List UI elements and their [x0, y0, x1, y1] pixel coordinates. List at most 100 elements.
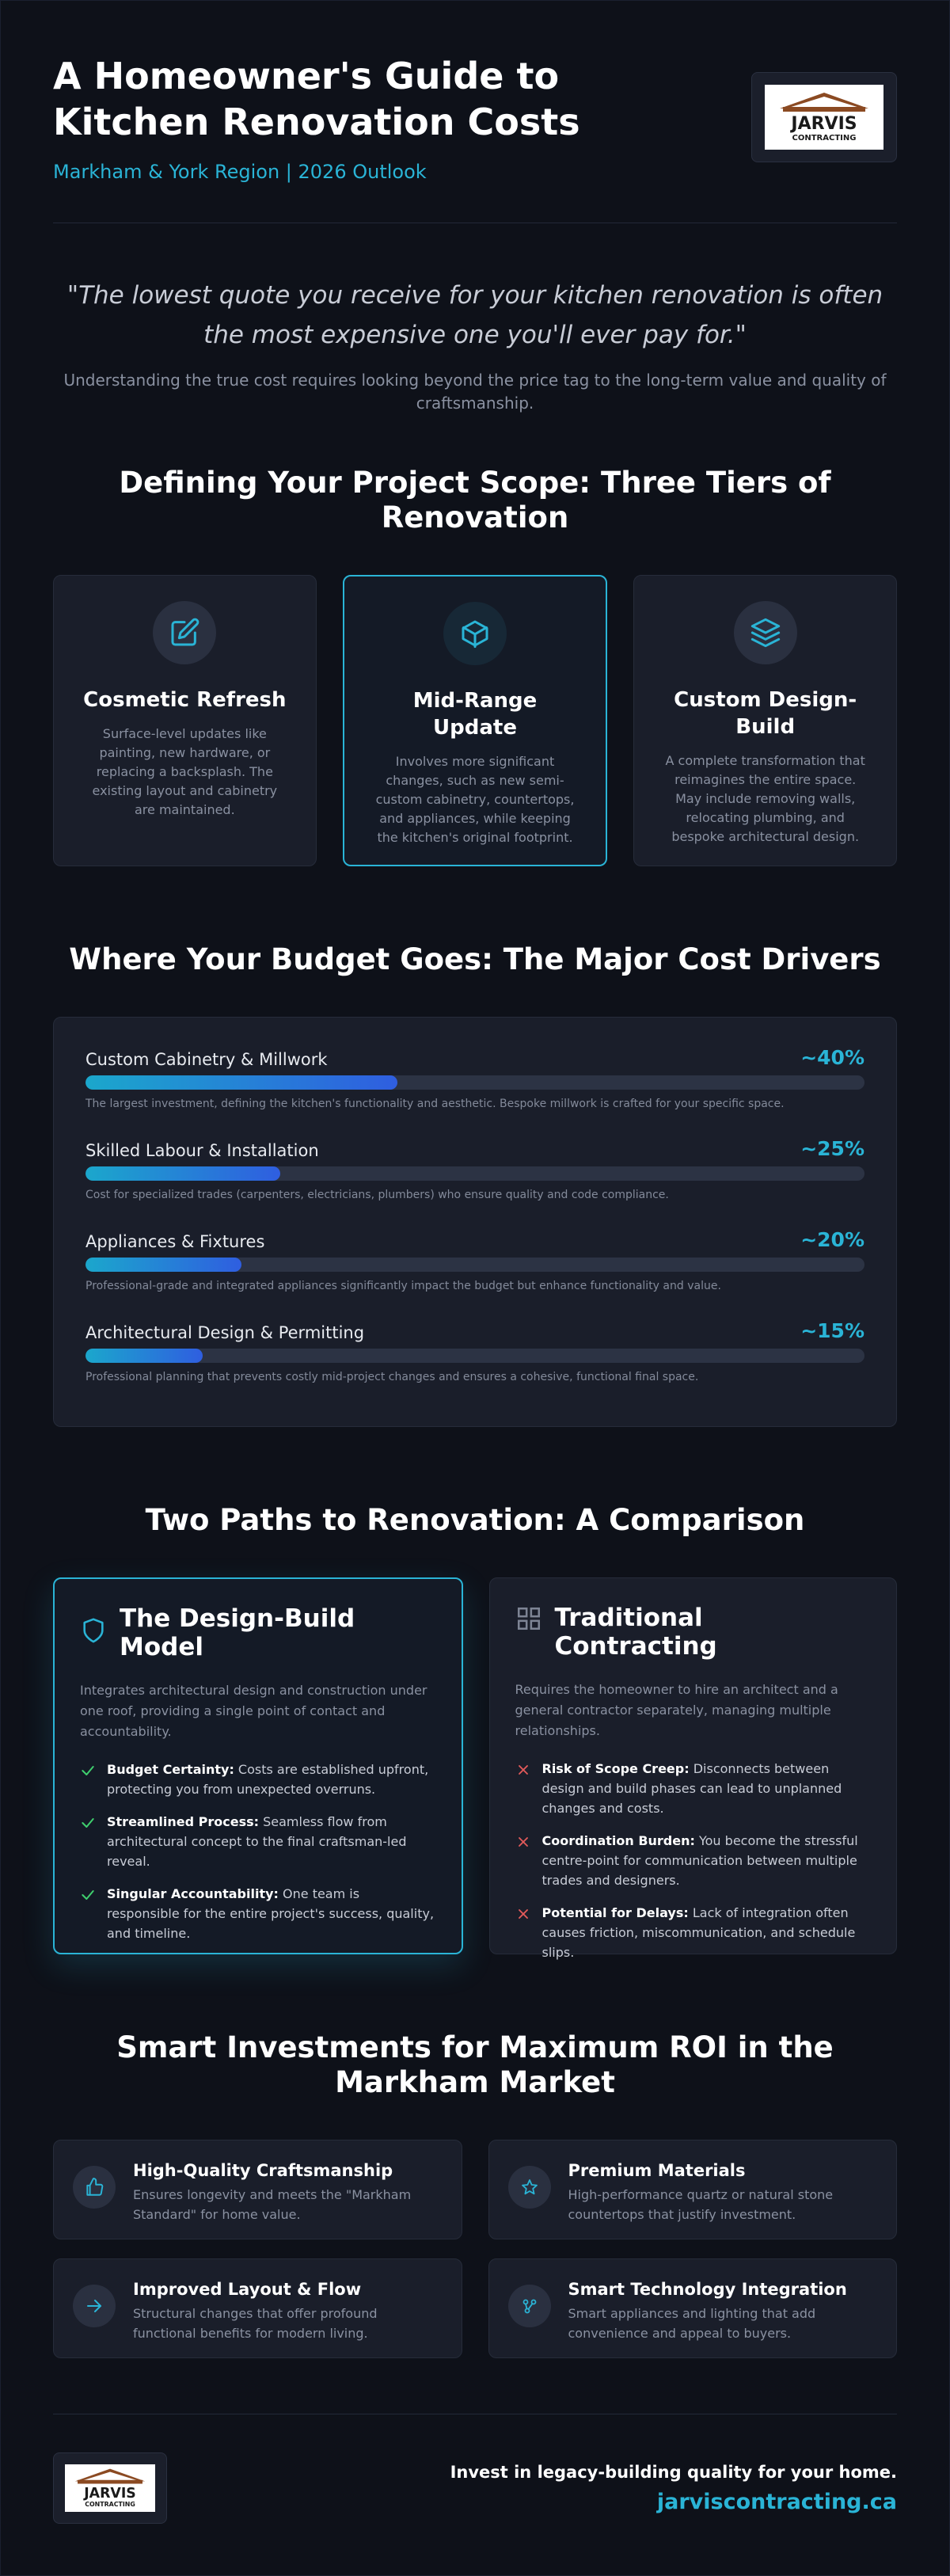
svg-text:JARVIS: JARVIS — [83, 2486, 136, 2502]
point-bold: Budget Certainty: — [107, 1762, 234, 1777]
card-title: The Design-Build Model — [120, 1604, 355, 1661]
point-text: Disconnects between design and build pha… — [542, 1761, 842, 1816]
comparison-grid: The Design-Build Model Integrates archit… — [53, 1577, 897, 1960]
driver-label: Custom Cabinetry & Millwork — [86, 1050, 328, 1069]
point-text: Lack of integration often causes frictio… — [542, 1905, 856, 1960]
check-icon — [80, 1884, 96, 1943]
roi-card-desc: Ensures longevity and meets the "Markham… — [133, 2187, 412, 2222]
point-text: Costs are established upfront, protectin… — [107, 1762, 429, 1797]
list-item: Budget Certainty: Costs are established … — [80, 1760, 436, 1799]
progress-fill — [86, 1166, 280, 1181]
point-text: Seamless flow from architectural concept… — [107, 1814, 407, 1869]
roi-grid: High-Quality Craftsmanship Ensures longe… — [53, 2140, 897, 2358]
footer-tagline: Invest in legacy-building quality for yo… — [450, 2462, 897, 2482]
card-title: Traditional Contracting — [554, 1604, 717, 1661]
design-build-card: The Design-Build Model Integrates archit… — [53, 1577, 463, 1954]
roi-card: Smart Technology Integration Smart appli… — [488, 2258, 897, 2358]
list-item: Coordination Burden: You become the stre… — [515, 1831, 872, 1890]
driver-label: Architectural Design & Permitting — [86, 1323, 365, 1342]
driver-percent: ~40% — [800, 1046, 864, 1069]
drivers-title: Where Your Budget Goes: The Major Cost D… — [69, 942, 881, 976]
progress-fill — [86, 1258, 241, 1272]
check-icon — [80, 1760, 96, 1799]
point-text: You become the stressful centre-point fo… — [542, 1833, 858, 1888]
driver-desc: Cost for specialized trades (carpenters,… — [86, 1189, 669, 1201]
point-text: One team is responsible for the entire p… — [107, 1886, 435, 1941]
footer: JARVIS CONTRACTING Invest in legacy-buil… — [53, 2414, 897, 2524]
progress-track — [86, 1166, 864, 1181]
pull-quote: "The lowest quote you receive for your k… — [66, 281, 884, 349]
point-bold: Coordination Burden: — [542, 1833, 695, 1848]
driver-label: Skilled Labour & Installation — [86, 1141, 319, 1160]
tiers-title: Defining Your Project Scope: Three Tiers… — [119, 466, 831, 535]
roi-card-title: High-Quality Craftsmanship — [133, 2161, 393, 2180]
footer-logo: JARVIS CONTRACTING — [53, 2452, 167, 2524]
roi-card: High-Quality Craftsmanship Ensures longe… — [53, 2140, 462, 2239]
tier-title: Custom Design-Build — [674, 688, 857, 739]
point-bold: Potential for Delays: — [542, 1905, 689, 1920]
roi-title: Smart Investments for Maximum ROI in the… — [116, 2030, 834, 2099]
driver-percent: ~20% — [800, 1228, 864, 1251]
roi-card-desc: Smart appliances and lighting that add c… — [568, 2306, 816, 2341]
roi-card-desc: Structural changes that offer profound f… — [133, 2306, 378, 2341]
tier-card-custom: Custom Design-Build A complete transform… — [633, 575, 898, 866]
website-link[interactable]: jarviscontracting.ca — [656, 2489, 897, 2514]
cost-drivers-panel: Custom Cabinetry & Millwork ~40% The lar… — [53, 1017, 897, 1427]
logo-icon: JARVIS CONTRACTING — [74, 2468, 146, 2508]
svg-text:CONTRACTING: CONTRACTING — [792, 134, 857, 143]
cross-icon — [515, 1903, 531, 1962]
logo-image: JARVIS CONTRACTING — [65, 2464, 155, 2512]
share-icon — [507, 2285, 551, 2327]
point-bold: Singular Accountability: — [107, 1886, 279, 1901]
shield-icon — [80, 1604, 107, 1649]
roi-card: Improved Layout & Flow Structural change… — [53, 2258, 462, 2358]
quote-section: "The lowest quote you receive for your k… — [53, 223, 897, 415]
tier-title: Mid-Range Update — [412, 689, 538, 740]
tier-desc: Surface-level updates like painting, new… — [92, 726, 278, 817]
edit-icon — [153, 601, 217, 664]
roi-card-title: Smart Technology Integration — [568, 2280, 847, 2299]
point-bold: Risk of Scope Creep: — [542, 1761, 690, 1776]
driver-label: Appliances & Fixtures — [86, 1232, 265, 1251]
progress-track — [86, 1258, 864, 1272]
driver-row: Skilled Labour & Installation ~25% Cost … — [86, 1137, 864, 1201]
header: A Homeowner's Guide to Kitchen Renovatio… — [53, 1, 897, 223]
benefit-list: Budget Certainty: Costs are established … — [80, 1760, 436, 1943]
driver-row: Appliances & Fixtures ~20% Professional-… — [86, 1228, 864, 1292]
progress-track — [86, 1075, 864, 1090]
point-bold: Streamlined Process: — [107, 1814, 260, 1829]
driver-desc: The largest investment, defining the kit… — [86, 1098, 785, 1110]
tier-title: Cosmetic Refresh — [83, 688, 287, 712]
risk-list: Risk of Scope Creep: Disconnects between… — [515, 1759, 872, 1962]
driver-row: Custom Cabinetry & Millwork ~40% The lar… — [86, 1046, 864, 1110]
driver-row: Architectural Design & Permitting ~15% P… — [86, 1319, 864, 1383]
list-item: Potential for Delays: Lack of integratio… — [515, 1903, 872, 1962]
tier-card-midrange: Mid-Range Update Involves more significa… — [342, 575, 608, 866]
arrow-right-icon — [73, 2285, 116, 2327]
driver-percent: ~25% — [800, 1137, 864, 1160]
cross-icon — [515, 1759, 531, 1818]
compare-title: Two Paths to Renovation: A Comparison — [145, 1503, 805, 1537]
card-intro: Integrates architectural design and cons… — [80, 1683, 428, 1739]
driver-desc: Professional planning that prevents cost… — [86, 1371, 699, 1383]
tier-card-cosmetic: Cosmetic Refresh Surface-level updates l… — [53, 575, 317, 866]
page-subtitle: Markham & York Region | 2026 Outlook — [53, 161, 427, 183]
traditional-card: Traditional Contracting Requires the hom… — [488, 1577, 897, 1960]
card-intro: Requires the homeowner to hire an archit… — [515, 1682, 838, 1738]
cross-icon — [515, 1831, 531, 1890]
roi-card-title: Premium Materials — [568, 2161, 746, 2180]
list-item: Singular Accountability: One team is res… — [80, 1884, 436, 1943]
tier-desc: Involves more significant changes, such … — [375, 754, 575, 845]
logo-image: JARVIS CONTRACTING — [765, 85, 884, 150]
driver-percent: ~15% — [800, 1319, 864, 1342]
progress-track — [86, 1349, 864, 1363]
tiers-grid: Cosmetic Refresh Surface-level updates l… — [53, 575, 898, 866]
svg-text:JARVIS: JARVIS — [789, 114, 857, 134]
logo: JARVIS CONTRACTING — [751, 72, 897, 162]
progress-fill — [86, 1349, 203, 1363]
page-title: A Homeowner's Guide to Kitchen Renovatio… — [53, 55, 580, 143]
check-icon — [80, 1812, 96, 1871]
star-icon — [507, 2166, 551, 2209]
svg-text:CONTRACTING: CONTRACTING — [85, 2501, 135, 2508]
